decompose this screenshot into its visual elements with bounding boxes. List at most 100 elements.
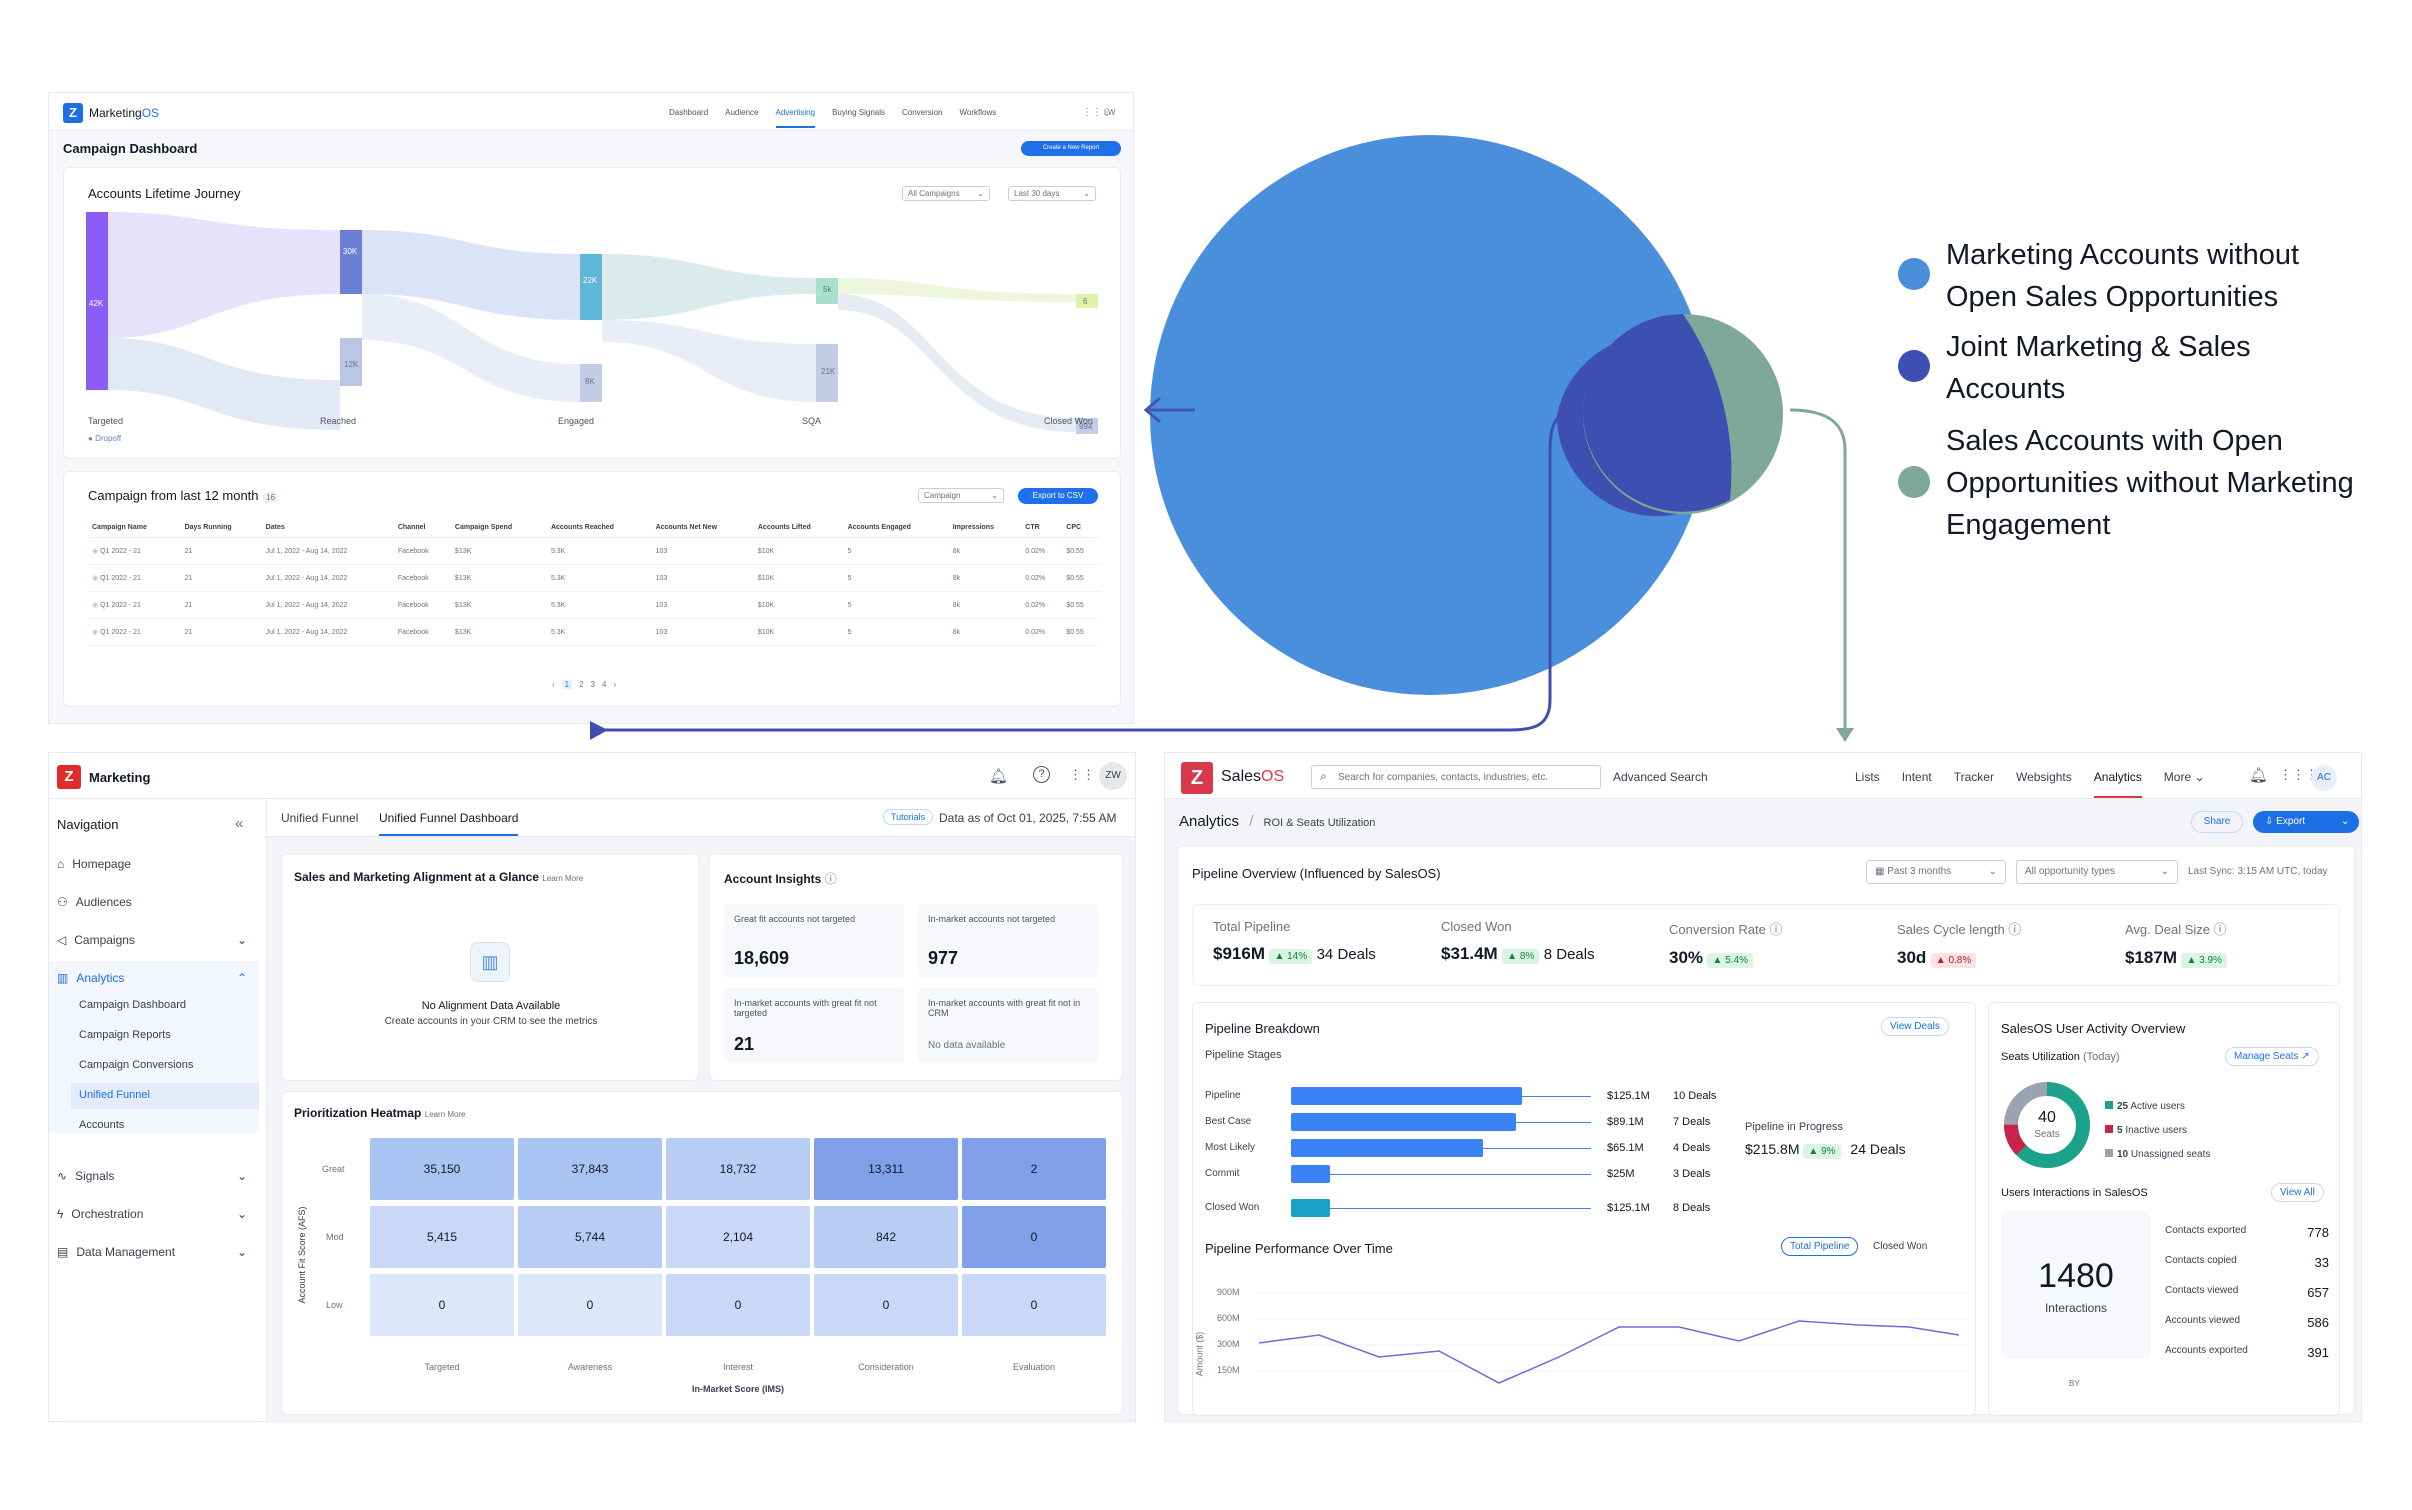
heatmap-cell[interactable]: 35,150 — [370, 1138, 514, 1200]
export-csv-button[interactable]: Export to CSV — [1018, 488, 1098, 504]
next-page-icon[interactable]: › — [613, 680, 617, 689]
nav-dashboard[interactable]: Dashboard — [669, 108, 709, 117]
apps-grid-icon[interactable]: ⋮⋮⋮ — [1082, 107, 1112, 118]
heatmap-cell[interactable]: 37,843 — [518, 1138, 662, 1200]
table-header-cell[interactable]: Days Running — [180, 518, 262, 538]
user-avatar[interactable]: LW — [1104, 108, 1116, 117]
table-header-cell[interactable]: Accounts Net New — [651, 518, 754, 538]
advanced-search-link[interactable]: Advanced Search — [1613, 770, 1708, 784]
table-row[interactable]: ◉ Q1 2022 - 21 21 Jul 1, 2022 - Aug 14, 20… — [88, 564, 1100, 592]
sidebar-sub-campaign-dashboard[interactable]: Campaign Dashboard — [79, 999, 187, 1011]
heatmap-cell[interactable]: 0 — [666, 1274, 810, 1336]
view-deals-button[interactable]: View Deals — [1881, 1017, 1949, 1036]
info-icon[interactable]: ⓘ — [2008, 922, 2022, 937]
stage-bar[interactable] — [1291, 1165, 1330, 1183]
heatmap-cell[interactable]: 18,732 — [666, 1138, 810, 1200]
heatmap-cell[interactable]: 0 — [370, 1274, 514, 1336]
page-1[interactable]: 1 — [561, 680, 573, 689]
toggle-total-pipeline[interactable]: Total Pipeline — [1781, 1237, 1859, 1256]
sidebar-item-orchestration[interactable]: ϟ Orchestration ⌄ — [57, 1207, 247, 1221]
nav-more[interactable]: More ⌄ — [2163, 770, 2205, 784]
heatmap-cell[interactable]: 2,104 — [666, 1206, 810, 1268]
table-header-cell[interactable]: CPC — [1062, 518, 1100, 538]
page-3[interactable]: 3 — [590, 680, 596, 689]
campaign-name[interactable]: Q1 2022 - 21 — [100, 548, 141, 555]
info-icon[interactable]: ⓘ — [824, 872, 837, 886]
bell-icon[interactable]: 🔔︎ — [2249, 767, 2269, 784]
table-header-cell[interactable]: Channel — [393, 518, 451, 538]
stage-bar[interactable] — [1291, 1139, 1483, 1157]
tab-unified-funnel-dashboard[interactable]: Unified Funnel Dashboard — [379, 811, 519, 836]
heatmap-cell[interactable]: 0 — [814, 1274, 958, 1336]
user-avatar[interactable]: AC — [2311, 765, 2337, 791]
sidebar-item-signals[interactable]: ∿ Signals ⌄ — [57, 1169, 247, 1183]
table-row[interactable]: ◉ Q1 2022 - 21 21 Jul 1, 2022 - Aug 14, 20… — [88, 618, 1100, 646]
nav-conversion[interactable]: Conversion — [902, 108, 943, 117]
heatmap-cell[interactable]: 13,311 — [814, 1138, 958, 1200]
range-filter-select[interactable]: Last 30 days ⌄ — [1008, 186, 1096, 201]
nav-analytics[interactable]: Analytics — [2093, 770, 2142, 798]
page-4[interactable]: 4 — [602, 680, 607, 689]
sidebar-item-audiences[interactable]: ⚇ Audiences — [57, 895, 132, 909]
stage-bar[interactable] — [1291, 1087, 1522, 1105]
prev-page-icon[interactable]: ‹ — [552, 680, 555, 689]
stage-bar[interactable] — [1291, 1113, 1516, 1131]
nav-websights[interactable]: Websights — [2015, 770, 2072, 784]
tab-unified-funnel[interactable]: Unified Funnel — [281, 811, 359, 825]
apps-grid-icon[interactable]: ⋮⋮⋮ — [2279, 767, 2318, 782]
export-button[interactable]: ⇩ Export ⌄ — [2253, 811, 2359, 833]
table-header-cell[interactable]: Campaign Name — [88, 518, 181, 538]
heatmap-cell[interactable]: 2 — [962, 1138, 1106, 1200]
heatmap-cell[interactable]: 0 — [518, 1274, 662, 1336]
nav-workflows[interactable]: Workflows — [959, 108, 997, 117]
bell-icon[interactable]: 🔔︎ — [989, 768, 1009, 785]
table-header-cell[interactable]: Campaign Spend — [450, 518, 547, 538]
campaign-filter-select[interactable]: All Campaigns ⌄ — [902, 186, 990, 201]
table-header-cell[interactable]: CTR — [1021, 518, 1063, 538]
learn-more-link[interactable]: Learn More — [424, 1110, 466, 1119]
heatmap-cell[interactable]: 5,415 — [370, 1206, 514, 1268]
learn-more-link[interactable]: Learn More — [542, 874, 584, 883]
heatmap-cell[interactable]: 5,744 — [518, 1206, 662, 1268]
toggle-closed-won[interactable]: Closed Won — [1873, 1241, 1928, 1252]
sidebar-item-campaigns[interactable]: ◁ Campaigns ⌄ — [57, 933, 247, 947]
nav-tracker[interactable]: Tracker — [1953, 770, 1994, 784]
sidebar-sub-campaign-reports[interactable]: Campaign Reports — [79, 1029, 171, 1041]
range-select[interactable]: ▦ Past 3 months ⌄ — [1866, 860, 2006, 884]
help-icon[interactable]: ? — [1033, 766, 1050, 783]
table-header-cell[interactable]: Accounts Reached — [546, 518, 652, 538]
view-all-button[interactable]: View All — [2271, 1183, 2324, 1202]
table-header-cell[interactable]: Accounts Lifted — [753, 518, 844, 538]
user-avatar[interactable]: ZW — [1099, 762, 1127, 790]
table-row[interactable]: ◉ Q1 2022 - 21 21 Jul 1, 2022 - Aug 14, 20… — [88, 537, 1100, 565]
breadcrumb-analytics[interactable]: Analytics — [1179, 813, 1240, 830]
sidebar-item-homepage[interactable]: ⌂ Homepage — [57, 857, 131, 871]
info-icon[interactable]: ⓘ — [1769, 922, 1783, 937]
table-header-cell[interactable]: Accounts Engaged — [843, 518, 949, 538]
table-header-cell[interactable]: Impressions — [948, 518, 1022, 538]
nav-lists[interactable]: Lists — [1855, 770, 1880, 784]
nav-buying-signals[interactable]: Buying Signals — [832, 108, 885, 117]
table-header-cell[interactable]: Dates — [261, 518, 394, 538]
campaign-name[interactable]: Q1 2022 - 21 — [100, 629, 141, 636]
search-input[interactable]: ⌕ Search for companies, contacts, indust… — [1311, 765, 1601, 789]
stage-bar[interactable] — [1291, 1199, 1330, 1217]
heatmap-cell[interactable]: 0 — [962, 1206, 1106, 1268]
table-row[interactable]: ◉ Q1 2022 - 21 21 Jul 1, 2022 - Aug 14, 20… — [88, 591, 1100, 619]
manage-seats-button[interactable]: Manage Seats ↗ — [2225, 1047, 2319, 1066]
share-button[interactable]: Share — [2191, 811, 2243, 833]
campaign-name[interactable]: Q1 2022 - 21 — [100, 602, 141, 609]
tutorials-button[interactable]: Tutorials — [883, 809, 934, 825]
heatmap-cell[interactable]: 0 — [962, 1274, 1106, 1336]
nav-audience[interactable]: Audience — [725, 108, 759, 117]
sidebar-sub-unified-funnel[interactable]: Unified Funnel — [79, 1089, 150, 1101]
info-icon[interactable]: ⓘ — [2213, 922, 2227, 937]
sidebar-item-analytics[interactable]: ▥ Analytics ⌃ — [57, 971, 247, 985]
heatmap-cell[interactable]: 842 — [814, 1206, 958, 1268]
nav-intent[interactable]: Intent — [1901, 770, 1932, 784]
campaign-name[interactable]: Q1 2022 - 21 — [100, 575, 141, 582]
nav-advertising[interactable]: Advertising — [775, 108, 816, 128]
create-report-button[interactable]: Create a New Report — [1021, 141, 1121, 156]
opportunity-type-select[interactable]: All opportunity types ⌄ — [2016, 860, 2178, 884]
page-2[interactable]: 2 — [579, 680, 584, 689]
